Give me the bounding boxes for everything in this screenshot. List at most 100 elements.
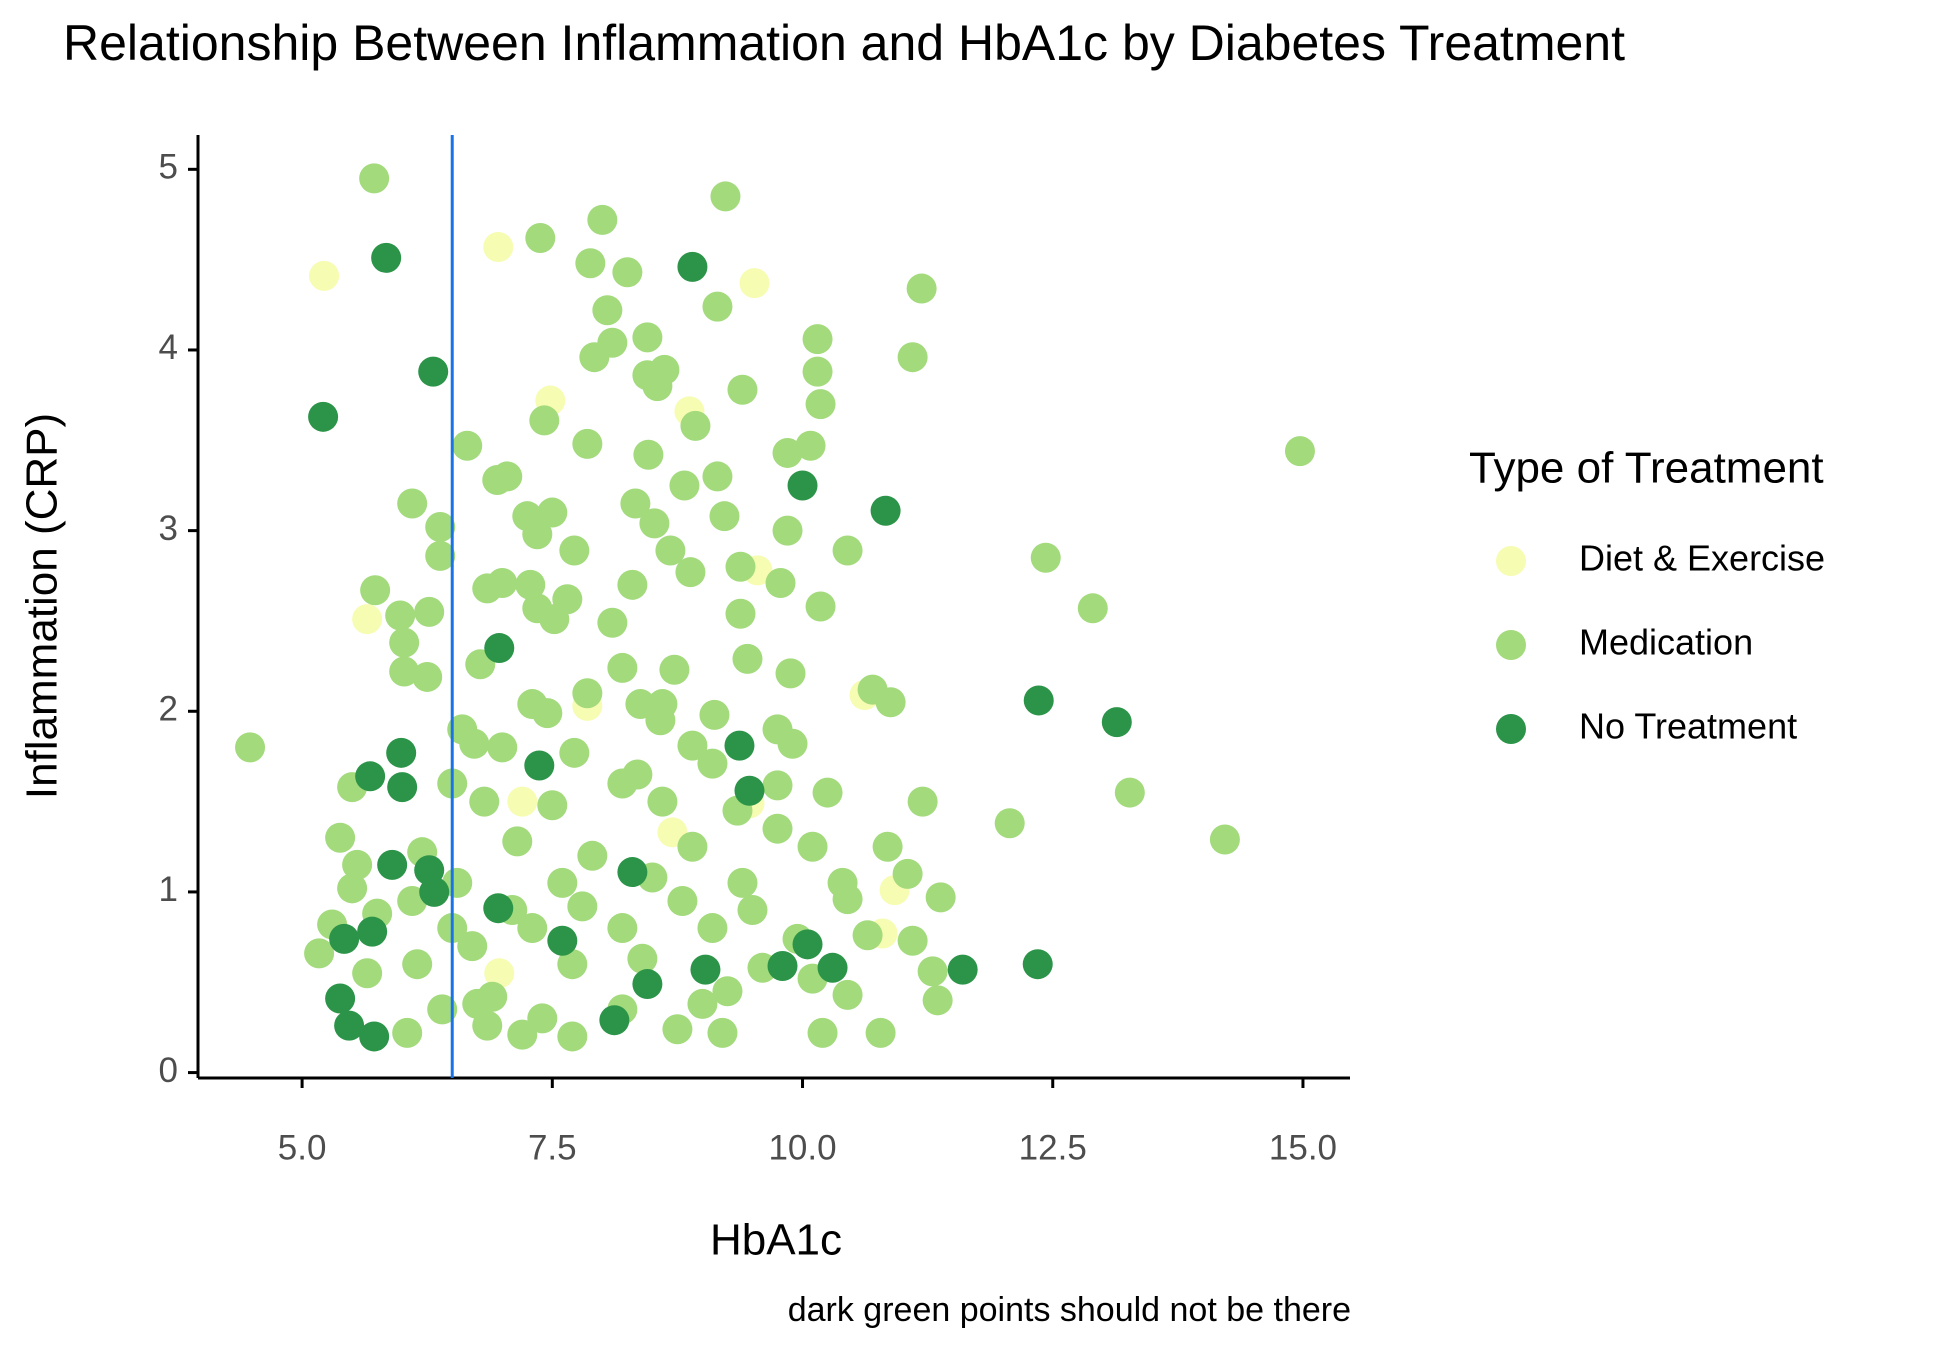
point (917, 956, 948, 987)
point (775, 658, 806, 689)
point (832, 884, 863, 915)
point (680, 410, 711, 441)
point (484, 958, 515, 989)
point (802, 324, 833, 355)
point (483, 232, 514, 263)
y-tick-label: 0 (159, 1051, 178, 1090)
point (359, 1021, 390, 1052)
point (762, 770, 793, 801)
point (727, 374, 758, 405)
point (529, 405, 560, 436)
point (547, 867, 578, 898)
point (655, 535, 686, 566)
point (452, 430, 483, 461)
point (607, 652, 638, 683)
point (425, 512, 456, 543)
point (1209, 824, 1240, 855)
point (875, 687, 906, 718)
point (355, 761, 386, 792)
point (515, 569, 546, 600)
point (712, 976, 743, 1007)
point (870, 495, 901, 526)
x-tick-label: 12.5 (1019, 1128, 1087, 1167)
point (484, 633, 515, 664)
point (1023, 685, 1054, 716)
point (525, 222, 556, 253)
point (1022, 949, 1053, 980)
point (469, 786, 500, 817)
point (699, 699, 730, 730)
point (647, 786, 678, 817)
point (817, 952, 848, 983)
point (492, 461, 523, 492)
point (325, 822, 356, 853)
point (389, 656, 420, 687)
y-tick-label: 4 (159, 328, 178, 367)
point (897, 342, 928, 373)
point (325, 983, 356, 1014)
point (414, 596, 445, 627)
point (777, 728, 808, 759)
point (1114, 777, 1145, 808)
point (832, 979, 863, 1010)
point (607, 768, 638, 799)
point (807, 1017, 838, 1048)
point (617, 857, 648, 888)
point (387, 772, 418, 803)
y-axis-label: Inflammation (CRP) (18, 413, 67, 799)
point (371, 242, 402, 273)
point (865, 1017, 896, 1048)
point (832, 535, 863, 566)
legend-marker (1496, 714, 1526, 744)
point (787, 470, 818, 501)
point (797, 831, 828, 862)
point (852, 920, 883, 951)
point (725, 551, 756, 582)
point (352, 604, 383, 635)
point (642, 371, 673, 402)
x-tick-label: 10.0 (768, 1128, 836, 1167)
point (425, 540, 456, 571)
y-tick-label: 2 (159, 690, 178, 729)
point (334, 1010, 365, 1041)
point (677, 831, 708, 862)
point (697, 748, 728, 779)
point (762, 813, 793, 844)
point (577, 840, 608, 871)
point (559, 737, 590, 768)
y-tick-label: 5 (159, 148, 178, 187)
point (427, 994, 458, 1025)
point (442, 867, 473, 898)
point (710, 181, 741, 212)
point (599, 1005, 630, 1036)
point (532, 698, 563, 729)
point (767, 950, 798, 981)
point (772, 515, 803, 546)
point (645, 705, 676, 736)
point (357, 916, 388, 947)
point (947, 954, 978, 985)
point (690, 954, 721, 985)
legend-marker (1496, 546, 1526, 576)
point (459, 728, 490, 759)
point (677, 730, 708, 761)
point (547, 925, 578, 956)
point (389, 627, 420, 658)
point (1077, 593, 1108, 624)
point (795, 430, 826, 461)
point (907, 786, 938, 817)
point (620, 488, 651, 519)
point (359, 163, 390, 194)
point (557, 1021, 588, 1052)
point (702, 291, 733, 322)
point (697, 913, 728, 944)
point (419, 876, 450, 907)
point (677, 251, 708, 282)
point (632, 322, 663, 353)
point (734, 775, 765, 806)
point (667, 885, 698, 916)
point (487, 568, 518, 599)
legend-label: Medication (1579, 622, 1753, 663)
point (707, 1017, 738, 1048)
